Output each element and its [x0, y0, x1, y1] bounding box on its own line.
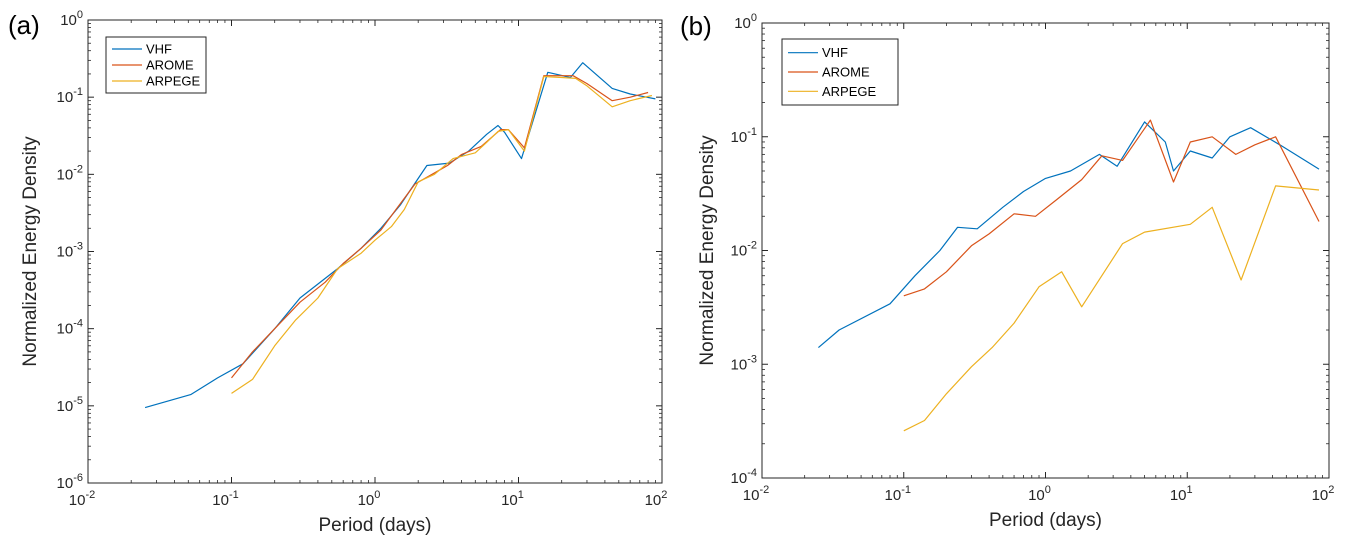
y-axis-label: Normalized Energy Density — [697, 135, 718, 366]
y-tick-label: 10-6 — [57, 472, 83, 492]
series-line-vhf — [818, 121, 1320, 349]
x-tick-label: 100 — [1028, 484, 1051, 504]
series-line-arpege — [903, 185, 1320, 432]
legend-label-arpege: ARPEGE — [822, 84, 877, 99]
series-line-arome — [903, 119, 1320, 297]
x-tick-label: 100 — [358, 489, 381, 509]
x-axis-label: Period (days) — [319, 515, 432, 536]
panel-label: (a) — [8, 10, 40, 40]
y-tick-label: 10-1 — [731, 126, 757, 146]
x-tick-label: 10-2 — [69, 489, 95, 509]
x-tick-label: 101 — [1170, 484, 1193, 504]
x-tick-label: 102 — [645, 489, 668, 509]
x-tick-label: 102 — [1312, 484, 1335, 504]
y-tick-label: 10-5 — [57, 395, 83, 415]
y-axis-label: Normalized Energy Density — [20, 136, 41, 367]
y-tick-label: 10-2 — [57, 163, 83, 183]
y-tick-label: 10-3 — [57, 241, 83, 261]
y-tick-label: 10-1 — [57, 86, 83, 106]
y-tick-label: 100 — [60, 9, 83, 29]
y-tick-label: 10-2 — [731, 240, 757, 260]
x-axis-label: Period (days) — [989, 510, 1102, 531]
x-tick-label: 10-1 — [212, 489, 238, 509]
legend-label-vhf: VHF — [146, 42, 172, 57]
chart-panel-b: 10-2 10-1 100 101 102 10-4 10-3 10-2 10-1 100 Peri… — [680, 11, 1334, 531]
series-line-arpege — [231, 75, 653, 394]
chart-panel-a: 10-2 10-1 100 101 102 10-6 10-5 10-4 10-3 10-2 10-… — [8, 9, 667, 536]
legend-label-arome: AROME — [146, 58, 194, 73]
legend: VHF AROME ARPEGE — [781, 38, 899, 106]
x-tick-label: 101 — [501, 489, 524, 509]
series-line-vhf — [144, 62, 656, 409]
x-tick-label: 10-1 — [885, 484, 911, 504]
y-tick-label: 10-4 — [731, 467, 757, 487]
panel-label: (b) — [680, 11, 712, 41]
y-tick-label: 10-4 — [57, 318, 83, 338]
series-line-arome — [231, 75, 649, 379]
legend-label-arpege: ARPEGE — [146, 74, 201, 89]
legend-label-vhf: VHF — [822, 45, 848, 60]
y-tick-label: 100 — [734, 12, 757, 32]
legend-label-arome: AROME — [822, 65, 870, 80]
y-tick-label: 10-3 — [731, 353, 757, 373]
x-tick-label: 10-2 — [743, 484, 769, 504]
